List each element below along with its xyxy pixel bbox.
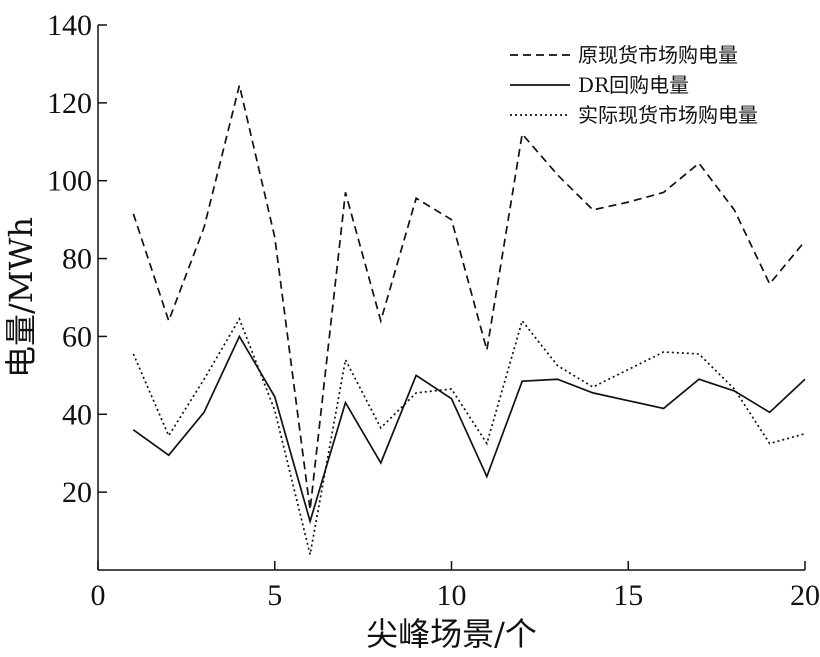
legend-label: DR回购电量: [578, 73, 689, 97]
axes: 0 5 10 15 20 20 40 60 80 100 120 140: [47, 9, 820, 612]
y-tick-label: 80: [62, 243, 92, 276]
x-tick-label: 5: [267, 579, 282, 612]
y-tick-label: 100: [47, 165, 92, 198]
x-tick-label: 20: [790, 579, 820, 612]
legend-label: 原现货市场购电量: [578, 43, 738, 67]
y-tick-label: 120: [47, 87, 92, 120]
y-axis-title: 电量/MWh: [2, 217, 40, 378]
y-tick-label: 20: [62, 476, 92, 509]
legend-label: 实际现货市场购电量: [578, 103, 758, 127]
x-tick-label: 10: [437, 579, 467, 612]
series-line-3: [132, 316, 806, 555]
series-lines: [132, 85, 806, 555]
series-line-2: [132, 334, 806, 525]
x-axis-title: 尖峰场景/个: [366, 615, 537, 653]
y-tick-label: 60: [62, 320, 92, 353]
series-line-1: [132, 85, 806, 510]
x-tick-label: 15: [613, 579, 643, 612]
y-tick-label: 140: [47, 9, 92, 42]
y-tick-label: 40: [62, 398, 92, 431]
x-tick-label: 0: [91, 579, 106, 612]
